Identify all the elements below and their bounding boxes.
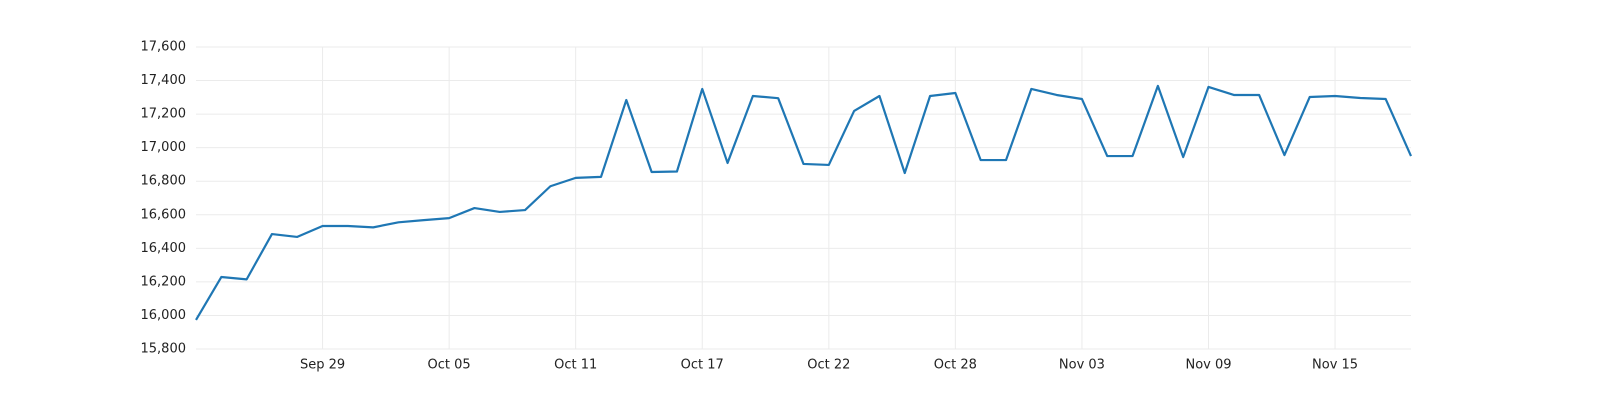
y-tick-label: 16,200 (141, 274, 187, 289)
y-tick-label: 16,600 (141, 207, 187, 222)
y-tick-label: 16,800 (141, 174, 187, 189)
x-tick-label: Oct 05 (428, 358, 471, 373)
y-tick-label: 17,400 (141, 73, 187, 88)
line (195, 84, 1413, 321)
x-tick-label: Oct 17 (681, 358, 724, 373)
x-tick-label: Oct 28 (934, 358, 977, 373)
x-tick-label: Sep 29 (300, 358, 345, 373)
y-tick-label: 17,200 (141, 107, 187, 122)
y-tick-label: 17,600 (141, 40, 187, 55)
y-tick-label: 17,000 (141, 140, 187, 155)
x-tick-label: Nov 03 (1059, 358, 1105, 373)
x-tick-label: Oct 22 (807, 358, 850, 373)
y-tick-label: 16,000 (141, 308, 187, 323)
x-tick-label: Nov 09 (1185, 358, 1231, 373)
x-tick-label: Nov 15 (1312, 358, 1358, 373)
y-tick-label: 15,800 (141, 342, 187, 357)
x-tick-label: Oct 11 (554, 358, 597, 373)
y-tick-label: 16,400 (141, 241, 187, 256)
